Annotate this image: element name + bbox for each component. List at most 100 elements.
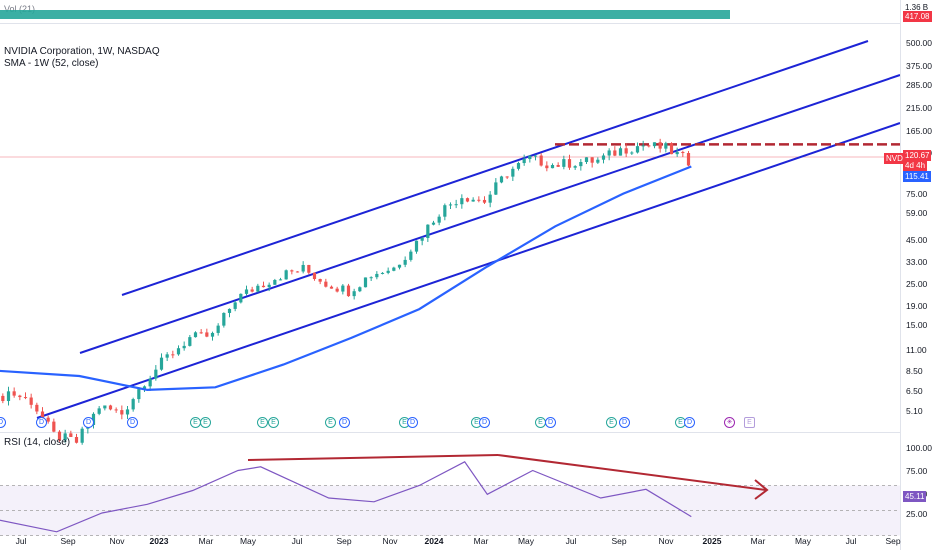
candle-up (533, 155, 538, 157)
earnings-marker[interactable]: E (606, 417, 617, 428)
candle-down (329, 286, 334, 289)
candle-up (210, 332, 215, 337)
time-tick-label: Sep (336, 536, 352, 546)
candle-down (205, 332, 209, 337)
earnings-marker[interactable]: E (200, 417, 211, 428)
upcoming-earnings-marker[interactable]: E (744, 417, 755, 428)
candle-down (40, 411, 45, 418)
candle-up (273, 280, 277, 285)
price-tick-label: 45.00 (906, 235, 928, 245)
candle-up (244, 289, 249, 294)
rsi-tick-label: 100.00 (906, 443, 932, 453)
pane-divider-rsi[interactable] (0, 432, 900, 433)
volume-pane: Vol (21) (0, 0, 900, 22)
candle-up (267, 284, 271, 288)
candle-up (618, 148, 623, 156)
pane-divider-top[interactable] (0, 23, 900, 24)
price-tick-label: 215.00 (906, 103, 932, 113)
candle-up (601, 155, 606, 160)
time-tick-label: Nov (382, 536, 398, 546)
candle-up (256, 285, 260, 292)
candle-down (318, 279, 322, 282)
dividend-marker[interactable]: D (339, 417, 350, 428)
earnings-marker[interactable]: E (268, 417, 279, 428)
dividend-marker[interactable]: D (407, 417, 418, 428)
countdown-badge: 4d 4h (903, 160, 928, 171)
rsi-indicator-label[interactable]: RSI (14, close) (4, 437, 71, 448)
rsi-value-badge: 45.11 (903, 491, 927, 502)
candle-down (29, 397, 33, 405)
price-tick-label: 375.00 (906, 61, 932, 71)
candle-up (516, 163, 521, 169)
dividend-marker[interactable]: D (684, 417, 695, 428)
candle-down (477, 199, 481, 201)
candle-up (471, 199, 475, 202)
price-tick-label: 59.00 (906, 208, 928, 218)
candle-down (613, 150, 617, 156)
candle-up (125, 409, 130, 415)
symbol-title[interactable]: NVIDIA Corporation, 1W, NASDAQ (4, 46, 160, 57)
time-tick-label: Nov (109, 536, 125, 546)
candle-up (596, 159, 600, 163)
time-tick-label: Mar (473, 536, 489, 546)
candle-down (465, 198, 470, 202)
candle-up (494, 182, 498, 195)
channel-lower-line (36, 122, 901, 419)
candle-up (414, 240, 419, 252)
price-tick-label: 15.00 (906, 320, 928, 330)
candle-down (120, 410, 124, 415)
candle-up (193, 332, 198, 338)
candle-down (307, 264, 311, 273)
candle-up (380, 272, 385, 274)
candle-up (142, 386, 147, 390)
candle-down (108, 405, 113, 410)
candle-up (176, 348, 181, 355)
split-marker-icon[interactable]: ✳ (724, 417, 735, 428)
candle-down (250, 289, 254, 292)
candle-down (482, 199, 487, 203)
candle-up (675, 152, 679, 155)
earnings-marker[interactable]: E (257, 417, 268, 428)
earnings-marker[interactable]: E (325, 417, 336, 428)
price-axis[interactable] (900, 0, 932, 550)
candle-up (103, 405, 107, 409)
candle-up (222, 312, 226, 326)
rsi-tick-label: 25.00 (906, 509, 928, 519)
dividend-marker[interactable]: D (545, 417, 556, 428)
candle-up (488, 194, 492, 203)
candle-down (23, 397, 28, 399)
dividend-marker[interactable]: D (36, 417, 47, 428)
sma-indicator-label[interactable]: SMA - 1W (52, close) (4, 58, 99, 69)
candle-up (216, 325, 220, 333)
candle-down (686, 153, 691, 166)
dividend-marker[interactable]: D (479, 417, 490, 428)
candle-up (352, 291, 356, 297)
candle-up (431, 222, 436, 225)
time-tick-label: 2025 (702, 536, 722, 546)
time-tick-label: Mar (750, 536, 766, 546)
candle-up (579, 162, 583, 167)
price-tick-label: 5.10 (906, 406, 923, 416)
dividend-marker[interactable]: D (619, 417, 630, 428)
candle-down (261, 285, 266, 288)
candle-up (573, 166, 577, 168)
channel-middle-line (79, 74, 901, 354)
dividend-marker[interactable]: D (83, 417, 94, 428)
candle-up (188, 337, 192, 346)
current-price-badge: 120.67 (903, 150, 932, 161)
candle-down (556, 165, 560, 167)
sma-value-badge: 115.41 (903, 171, 931, 182)
candle-up (227, 308, 232, 313)
candle-up (6, 391, 11, 402)
rsi-trendline-left (247, 454, 499, 461)
candle-down (1, 395, 5, 402)
candle-down (505, 176, 509, 178)
candle-down (69, 433, 73, 438)
candle-up (97, 408, 101, 414)
dividend-marker[interactable]: D (127, 417, 138, 428)
channel-upper-line (121, 40, 869, 296)
candle-up (301, 264, 305, 272)
candle-up (341, 285, 345, 292)
time-tick-label: Mar (198, 536, 214, 546)
